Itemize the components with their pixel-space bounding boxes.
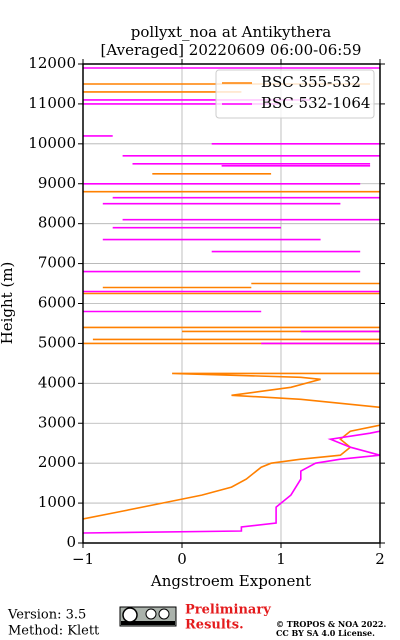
y-tick-label: 11000 (28, 94, 76, 112)
y-tick-label: 5000 (38, 333, 76, 351)
y-tick-label: 10000 (28, 134, 76, 152)
plot-frame (82, 63, 381, 544)
y-tick-label: 2000 (38, 453, 76, 471)
chart-title: pollyxt_noa at Antikythera (131, 23, 331, 41)
series-line (83, 83, 380, 520)
y-tick-label: 4000 (38, 373, 76, 391)
method: Method: Klett (8, 624, 100, 639)
x-axis-label: Angstroem Exponent (150, 572, 311, 590)
y-tick-label: 12000 (28, 54, 76, 72)
copyright: CC BY SA 4.0 License. (276, 628, 375, 638)
plot-lines (83, 67, 380, 534)
y-tick-label: 1000 (38, 493, 76, 511)
y-tick-label: 8000 (38, 214, 76, 232)
preliminary: Results. (185, 618, 244, 633)
legend-box (215, 69, 375, 119)
chart-subtitle: [Averaged] 20220609 06:00-06:59 (101, 41, 362, 59)
version: Version: 3.5 (7, 608, 86, 623)
y-tick-label: 7000 (38, 254, 76, 272)
legend-label: BSC 532-1064 (261, 94, 370, 112)
preliminary: Preliminary (185, 603, 271, 618)
x-tick-label: 1 (276, 550, 286, 568)
x-tick-label: −1 (72, 550, 94, 568)
y-tick-label: 3000 (38, 413, 76, 431)
y-tick-label: 0 (66, 533, 76, 551)
legend-label: BSC 355-532 (261, 73, 361, 91)
copyright: © TROPOS & NOA 2022. (276, 619, 386, 629)
y-tick-label: 9000 (38, 174, 76, 192)
x-tick-label: 0 (177, 550, 187, 568)
series-line (83, 67, 380, 534)
x-tick-label: 2 (375, 550, 385, 568)
y-tick-label: 6000 (38, 294, 76, 312)
cc-logo (119, 606, 177, 627)
y-axis-label: Height (m) (0, 262, 16, 345)
